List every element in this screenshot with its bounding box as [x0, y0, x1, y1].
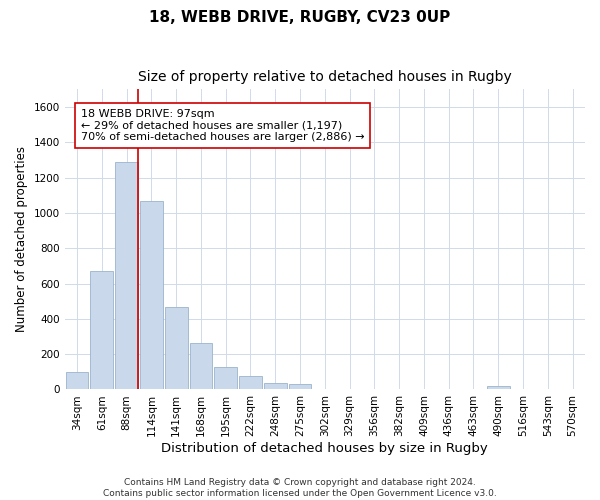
Bar — [140, 200, 163, 390]
Y-axis label: Number of detached properties: Number of detached properties — [15, 146, 28, 332]
Text: Contains HM Land Registry data © Crown copyright and database right 2024.
Contai: Contains HM Land Registry data © Crown c… — [103, 478, 497, 498]
Bar — [165, 308, 188, 390]
Bar — [190, 342, 212, 390]
Bar — [214, 366, 237, 390]
Bar — [264, 384, 287, 390]
Title: Size of property relative to detached houses in Rugby: Size of property relative to detached ho… — [138, 70, 512, 84]
Bar — [239, 376, 262, 390]
Bar — [65, 372, 88, 390]
Bar — [115, 162, 138, 390]
X-axis label: Distribution of detached houses by size in Rugby: Distribution of detached houses by size … — [161, 442, 488, 455]
Bar — [91, 271, 113, 390]
Bar — [289, 384, 311, 390]
Text: 18, WEBB DRIVE, RUGBY, CV23 0UP: 18, WEBB DRIVE, RUGBY, CV23 0UP — [149, 10, 451, 25]
Text: 18 WEBB DRIVE: 97sqm
← 29% of detached houses are smaller (1,197)
70% of semi-de: 18 WEBB DRIVE: 97sqm ← 29% of detached h… — [81, 109, 364, 142]
Bar — [487, 386, 509, 390]
